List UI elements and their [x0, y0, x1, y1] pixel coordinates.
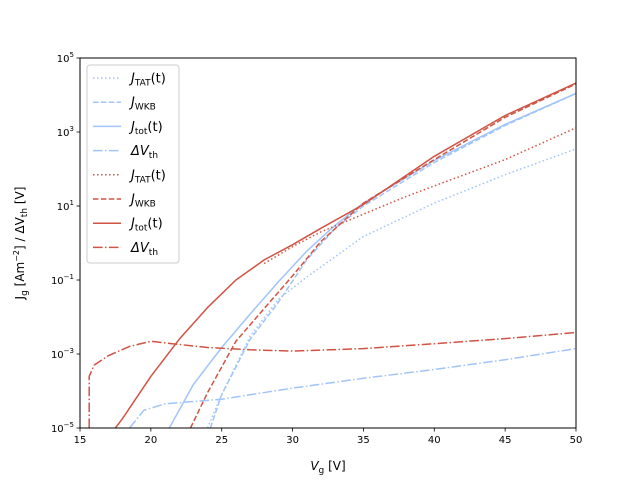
x-tick-label: 40: [428, 435, 441, 446]
series-line-5: [263, 127, 576, 265]
y-tick-label: 101: [57, 199, 74, 213]
series-line-6: [189, 83, 576, 428]
y-tick-label: 10−5: [51, 421, 74, 435]
series-line-7: [114, 82, 576, 428]
legend-label: ΔVth: [130, 241, 158, 258]
legend-label: Jtot(t): [128, 120, 163, 137]
legend-label: JWKB: [128, 193, 156, 210]
y-axis-label: Jg [Am−2] / ΔVth [V]: [12, 187, 30, 301]
legend-label: JTAT(t): [128, 72, 166, 89]
y-tick-label: 105: [57, 51, 74, 65]
legend-box: [86, 64, 180, 264]
series-line-3: [168, 92, 576, 428]
plot-frame: [79, 57, 577, 429]
legend: JTAT(t) JWKB Jtot(t) ΔVth JTAT(t) JWKB Jtot(t)…: [86, 64, 180, 264]
y-tick-label: 10−1: [51, 273, 74, 287]
legend-label: JTAT(t): [128, 168, 166, 185]
series-layer: [88, 82, 576, 428]
x-tick-label: 30: [286, 435, 299, 446]
legend-label: Jtot(t): [128, 217, 163, 234]
x-tick-label: 20: [144, 435, 157, 446]
x-tick-label: 25: [215, 435, 228, 446]
y-tick-label: 10−3: [51, 347, 74, 361]
series-line-1: [206, 148, 576, 428]
y-tick-label: 103: [57, 125, 74, 139]
tick-layer: 15 20 25 30 35 40 45 50 10−5 10−3 10−1 101 103 105: [51, 51, 582, 446]
x-tick-label: 50: [570, 435, 583, 446]
series-line-8: [88, 331, 576, 428]
x-axis-label: Vg [V]: [310, 459, 345, 476]
legend-label: JWKB: [128, 96, 156, 113]
series-line-2: [209, 92, 576, 428]
legend-label: ΔVth: [130, 144, 158, 161]
x-tick-label: 45: [499, 435, 512, 446]
x-tick-label: 35: [357, 435, 370, 446]
x-tick-label: 15: [74, 435, 87, 446]
